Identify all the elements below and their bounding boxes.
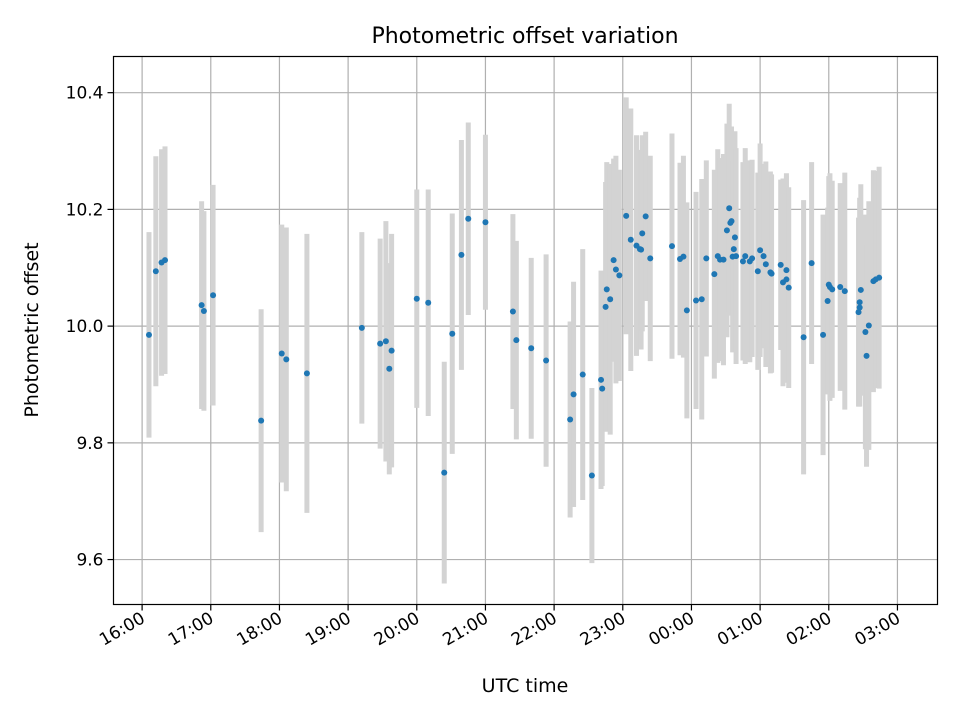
- data-point: [639, 230, 646, 237]
- data-point: [726, 205, 733, 212]
- data-point: [567, 416, 574, 423]
- data-point: [278, 350, 285, 357]
- data-point: [783, 267, 790, 274]
- data-point: [425, 299, 432, 306]
- data-point: [730, 246, 737, 253]
- y-axis-label: Photometric offset: [21, 242, 43, 417]
- data-point: [599, 385, 606, 392]
- plot-frame: [112, 55, 939, 606]
- data-point: [760, 253, 767, 260]
- data-point: [856, 299, 863, 306]
- y-tick-label: 9.8: [76, 434, 103, 454]
- data-point: [602, 303, 609, 310]
- data-point: [642, 213, 649, 220]
- data-point: [647, 255, 654, 262]
- data-point: [465, 215, 472, 222]
- data-point: [711, 271, 718, 278]
- data-point: [683, 307, 690, 314]
- data-point: [386, 365, 393, 372]
- data-point: [441, 469, 448, 476]
- data-point: [210, 292, 217, 299]
- data-point: [856, 304, 863, 311]
- data-point: [733, 253, 740, 260]
- data-point: [808, 260, 815, 267]
- data-point: [739, 258, 746, 265]
- data-point: [820, 331, 827, 338]
- y-axis: 9.6 9.8 10.0 10.2 10.4: [66, 84, 114, 571]
- data-point: [857, 286, 864, 293]
- data-point: [800, 334, 807, 341]
- data-point: [754, 268, 761, 275]
- data-point: [528, 345, 535, 352]
- data-point: [862, 328, 869, 335]
- data-point: [638, 246, 645, 253]
- data-point: [829, 286, 836, 293]
- data-point: [303, 370, 310, 377]
- data-point: [627, 236, 634, 243]
- data-point: [785, 284, 792, 291]
- data-point: [768, 270, 775, 277]
- x-axis-label: UTC time: [482, 675, 569, 697]
- data-point: [200, 307, 207, 314]
- data-point: [388, 347, 395, 354]
- data-point: [377, 340, 384, 347]
- data-point: [612, 266, 619, 273]
- data-point: [777, 261, 784, 268]
- data-point: [603, 286, 610, 293]
- data-point: [749, 255, 756, 262]
- data-point: [742, 253, 749, 260]
- data-point: [824, 298, 831, 305]
- chart-title: Photometric offset variation: [371, 24, 678, 49]
- data-point: [607, 296, 614, 303]
- data-point: [482, 219, 489, 226]
- data-point: [855, 309, 862, 316]
- data-point: [693, 297, 700, 304]
- y-tick-label: 10.4: [66, 84, 104, 104]
- data-point: [413, 295, 420, 302]
- data-point: [145, 331, 152, 338]
- data-point: [698, 296, 705, 303]
- y-tick-label: 10.0: [66, 317, 104, 337]
- data-point: [152, 268, 159, 275]
- data-point: [198, 302, 205, 309]
- data-point: [837, 284, 844, 291]
- y-tick-label: 10.2: [66, 200, 104, 220]
- data-point: [762, 261, 769, 268]
- data-point: [543, 357, 550, 364]
- data-point: [513, 337, 520, 344]
- data-point: [382, 338, 389, 345]
- data-point: [458, 251, 465, 258]
- data-point: [449, 330, 456, 337]
- data-point: [570, 391, 577, 398]
- data-point: [865, 322, 872, 329]
- data-point: [610, 257, 617, 264]
- data-point: [588, 472, 595, 479]
- data-point: [358, 324, 365, 331]
- data-point: [623, 212, 630, 219]
- data-point: [509, 308, 516, 315]
- data-point: [876, 274, 883, 281]
- data-point: [703, 255, 710, 262]
- data-point: [731, 234, 738, 241]
- data-point: [258, 417, 265, 424]
- data-point: [723, 227, 730, 234]
- data-point: [162, 257, 168, 264]
- data-point: [720, 256, 727, 263]
- data-point: [668, 243, 675, 250]
- data-point: [728, 218, 735, 225]
- data-point: [579, 371, 586, 378]
- y-tick-label: 9.6: [76, 551, 103, 571]
- data-point: [863, 352, 870, 359]
- data-point: [841, 288, 848, 295]
- data-points: [145, 205, 883, 479]
- data-point: [757, 247, 764, 254]
- data-point: [283, 356, 290, 363]
- data-point: [616, 272, 623, 279]
- data-point: [598, 376, 605, 383]
- data-point: [783, 276, 790, 283]
- data-point: [680, 253, 687, 260]
